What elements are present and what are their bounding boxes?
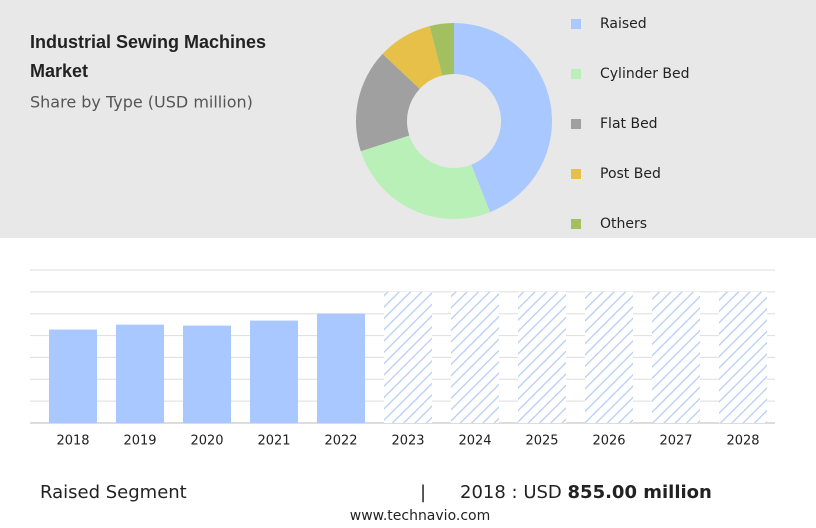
legend-label: Flat Bed bbox=[600, 116, 658, 132]
footer-highlight: 855.00 million bbox=[568, 482, 712, 503]
footer-segment: Raised Segment bbox=[40, 482, 187, 503]
legend-marker bbox=[571, 169, 581, 179]
bar bbox=[652, 291, 700, 423]
donut-slice bbox=[360, 135, 491, 219]
bar bbox=[317, 313, 365, 423]
donut-slice bbox=[454, 23, 553, 213]
x-tick-label: 2028 bbox=[726, 434, 759, 449]
footer-value: 2018 : USD 855.00 million bbox=[460, 482, 712, 503]
donut-slice bbox=[429, 23, 454, 76]
x-tick-label: 2026 bbox=[592, 434, 625, 449]
donut-slice bbox=[355, 53, 420, 152]
legend-marker bbox=[571, 219, 581, 229]
chart-subtitle: Share by Type (USD million) bbox=[30, 93, 253, 112]
donut-slice bbox=[382, 26, 443, 89]
x-tick-label: 2025 bbox=[525, 434, 558, 449]
chart-title: Industrial Sewing Machines Market bbox=[30, 32, 266, 81]
bar bbox=[183, 325, 231, 423]
title-text-line2: Market bbox=[30, 61, 88, 81]
x-tick-label: 2019 bbox=[123, 434, 156, 449]
bar bbox=[451, 291, 499, 423]
bar bbox=[49, 329, 97, 423]
legend-label: Cylinder Bed bbox=[600, 66, 690, 82]
x-tick-label: 2021 bbox=[257, 434, 290, 449]
bar bbox=[116, 324, 164, 423]
bar bbox=[384, 291, 432, 423]
bar bbox=[719, 291, 767, 423]
footer-source: www.technavio.com bbox=[350, 508, 491, 524]
legend-marker bbox=[571, 19, 581, 29]
x-tick-label: 2018 bbox=[56, 434, 89, 449]
bar bbox=[518, 291, 566, 423]
x-tick-label: 2027 bbox=[659, 434, 692, 449]
x-tick-label: 2020 bbox=[190, 434, 223, 449]
bar bbox=[585, 291, 633, 423]
legend-marker bbox=[571, 119, 581, 129]
title-text: Industrial Sewing Machines bbox=[30, 32, 266, 52]
footer-separator: | bbox=[420, 482, 426, 503]
legend-label: Post Bed bbox=[600, 166, 661, 182]
x-tick-label: 2023 bbox=[391, 434, 424, 449]
legend-label: Others bbox=[600, 216, 647, 232]
bar bbox=[250, 320, 298, 423]
x-tick-label: 2022 bbox=[324, 434, 357, 449]
x-tick-label: 2024 bbox=[458, 434, 491, 449]
footer-year: 2018 : USD bbox=[460, 482, 562, 503]
legend-label: Raised bbox=[600, 16, 647, 32]
legend-marker bbox=[571, 69, 581, 79]
